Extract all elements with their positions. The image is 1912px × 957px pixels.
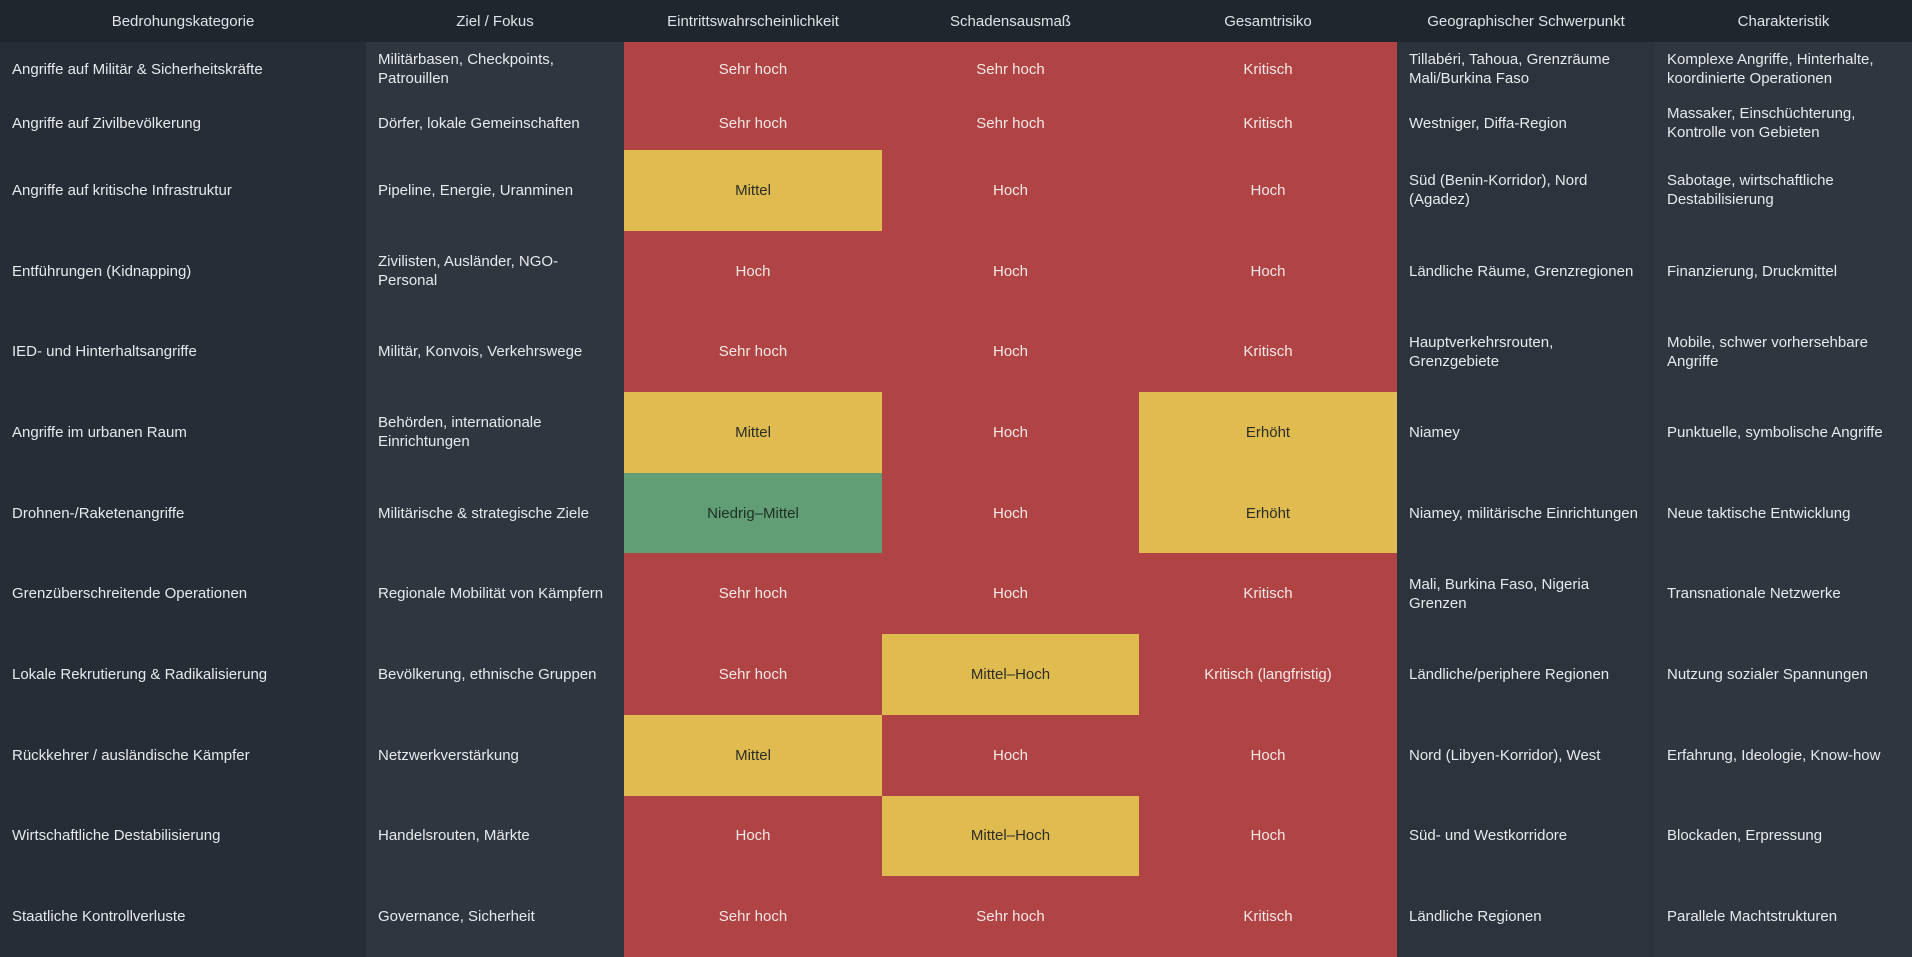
category-cell: Lokale Rekrutierung & Radikalisierung	[0, 634, 366, 715]
damage-cell: Sehr hoch	[882, 876, 1139, 957]
probability-cell: Hoch	[624, 795, 882, 877]
overall-risk-cell: Hoch	[1139, 150, 1397, 231]
category-cell: Wirtschaftliche Destabilisierung	[0, 795, 366, 877]
column-header-charakteristik: Charakteristik	[1655, 0, 1912, 42]
geography-cell: Hauptverkehrsrouten, Grenzgebiete	[1397, 311, 1655, 393]
overall-risk-cell: Hoch	[1139, 795, 1397, 877]
target-focus-cell: Behörden, internationale Einrichtungen	[366, 392, 624, 473]
damage-cell: Hoch	[882, 230, 1139, 312]
overall-risk-cell: Kritisch (langfristig)	[1139, 634, 1397, 715]
overall-risk-cell: Kritisch	[1139, 876, 1397, 957]
characteristic-cell: Finanzierung, Druckmittel	[1655, 230, 1912, 312]
overall-risk-cell: Hoch	[1139, 230, 1397, 312]
target-focus-cell: Pipeline, Energie, Uranminen	[366, 150, 624, 231]
characteristic-cell: Mobile, schwer vorhersehbare Angriffe	[1655, 311, 1912, 393]
damage-cell: Hoch	[882, 472, 1139, 554]
geography-cell: Niamey, militärische Einrichtungen	[1397, 472, 1655, 554]
category-cell: Angriffe auf Zivilbevölkerung	[0, 96, 366, 150]
geography-cell: Mali, Burkina Faso, Nigeria Grenzen	[1397, 553, 1655, 635]
damage-cell: Sehr hoch	[882, 96, 1139, 150]
characteristic-cell: Komplexe Angriffe, Hinterhalte, koordini…	[1655, 42, 1912, 96]
damage-cell: Hoch	[882, 714, 1139, 796]
overall-risk-cell: Kritisch	[1139, 553, 1397, 635]
geography-cell: Ländliche/periphere Regionen	[1397, 634, 1655, 715]
category-cell: Drohnen-/Raketenangriffe	[0, 472, 366, 554]
target-focus-cell: Bevölkerung, ethnische Gruppen	[366, 634, 624, 715]
target-focus-cell: Militärbasen, Checkpoints, Patrouillen	[366, 42, 624, 96]
target-focus-cell: Handelsrouten, Märkte	[366, 795, 624, 877]
overall-risk-cell: Kritisch	[1139, 311, 1397, 393]
column-header-schadensausmass: Schadensausmaß	[882, 0, 1139, 42]
probability-cell: Hoch	[624, 230, 882, 312]
category-cell: IED- und Hinterhaltsangriffe	[0, 311, 366, 393]
characteristic-cell: Neue taktische Entwicklung	[1655, 472, 1912, 554]
probability-cell: Niedrig–Mittel	[624, 472, 882, 554]
damage-cell: Sehr hoch	[882, 42, 1139, 96]
column-header-geographischer-schwerpunkt: Geographischer Schwerpunkt	[1397, 0, 1655, 42]
target-focus-cell: Militärische & strategische Ziele	[366, 472, 624, 554]
category-cell: Angriffe auf kritische Infrastruktur	[0, 150, 366, 231]
target-focus-cell: Dörfer, lokale Gemeinschaften	[366, 96, 624, 150]
target-focus-cell: Regionale Mobilität von Kämpfern	[366, 553, 624, 635]
characteristic-cell: Nutzung sozialer Spannungen	[1655, 634, 1912, 715]
category-cell: Staatliche Kontrollverluste	[0, 876, 366, 957]
geography-cell: Ländliche Regionen	[1397, 876, 1655, 957]
characteristic-cell: Erfahrung, Ideologie, Know-how	[1655, 714, 1912, 796]
column-header-gesamtrisiko: Gesamtrisiko	[1139, 0, 1397, 42]
category-cell: Grenzüberschreitende Operationen	[0, 553, 366, 635]
overall-risk-cell: Hoch	[1139, 714, 1397, 796]
damage-cell: Hoch	[882, 553, 1139, 635]
column-header-eintrittswahrscheinlichkeit: Eintrittswahrscheinlichkeit	[624, 0, 882, 42]
probability-cell: Sehr hoch	[624, 553, 882, 635]
category-cell: Angriffe im urbanen Raum	[0, 392, 366, 473]
probability-cell: Sehr hoch	[624, 42, 882, 96]
geography-cell: Ländliche Räume, Grenzregionen	[1397, 230, 1655, 312]
target-focus-cell: Netzwerkverstärkung	[366, 714, 624, 796]
category-cell: Entführungen (Kidnapping)	[0, 230, 366, 312]
probability-cell: Mittel	[624, 392, 882, 473]
characteristic-cell: Transnationale Netzwerke	[1655, 553, 1912, 635]
geography-cell: Tillabéri, Tahoua, Grenzräume Mali/Burki…	[1397, 42, 1655, 96]
damage-cell: Mittel–Hoch	[882, 795, 1139, 877]
probability-cell: Mittel	[624, 714, 882, 796]
characteristic-cell: Blockaden, Erpressung	[1655, 795, 1912, 877]
probability-cell: Sehr hoch	[624, 876, 882, 957]
target-focus-cell: Governance, Sicherheit	[366, 876, 624, 957]
characteristic-cell: Punktuelle, symbolische Angriffe	[1655, 392, 1912, 473]
probability-cell: Sehr hoch	[624, 96, 882, 150]
damage-cell: Hoch	[882, 392, 1139, 473]
target-focus-cell: Militär, Konvois, Verkehrswege	[366, 311, 624, 393]
column-header-bedrohungskategorie: Bedrohungskategorie	[0, 0, 366, 42]
characteristic-cell: Parallele Machtstrukturen	[1655, 876, 1912, 957]
overall-risk-cell: Erhöht	[1139, 392, 1397, 473]
geography-cell: Süd (Benin-Korridor), Nord (Agadez)	[1397, 150, 1655, 231]
geography-cell: Nord (Libyen-Korridor), West	[1397, 714, 1655, 796]
overall-risk-cell: Kritisch	[1139, 96, 1397, 150]
characteristic-cell: Sabotage, wirtschaftliche Destabilisieru…	[1655, 150, 1912, 231]
column-header-ziel-fokus: Ziel / Fokus	[366, 0, 624, 42]
target-focus-cell: Zivilisten, Ausländer, NGO-Personal	[366, 230, 624, 312]
characteristic-cell: Massaker, Einschüchterung, Kontrolle von…	[1655, 96, 1912, 150]
category-cell: Angriffe auf Militär & Sicherheitskräfte	[0, 42, 366, 96]
geography-cell: Niamey	[1397, 392, 1655, 473]
overall-risk-cell: Erhöht	[1139, 472, 1397, 554]
overall-risk-cell: Kritisch	[1139, 42, 1397, 96]
damage-cell: Mittel–Hoch	[882, 634, 1139, 715]
geography-cell: Westniger, Diffa-Region	[1397, 96, 1655, 150]
damage-cell: Hoch	[882, 311, 1139, 393]
probability-cell: Mittel	[624, 150, 882, 231]
probability-cell: Sehr hoch	[624, 311, 882, 393]
category-cell: Rückkehrer / ausländische Kämpfer	[0, 714, 366, 796]
damage-cell: Hoch	[882, 150, 1139, 231]
probability-cell: Sehr hoch	[624, 634, 882, 715]
geography-cell: Süd- und Westkorridore	[1397, 795, 1655, 877]
